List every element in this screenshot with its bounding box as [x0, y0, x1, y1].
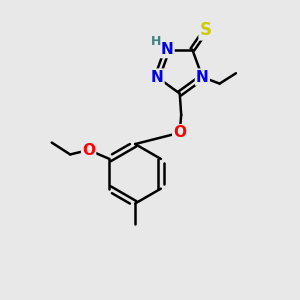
Text: O: O	[82, 142, 95, 158]
Text: N: N	[151, 70, 164, 85]
Text: N: N	[196, 70, 209, 85]
Text: S: S	[200, 21, 212, 39]
Text: N: N	[161, 42, 173, 57]
Text: H: H	[151, 35, 161, 48]
Text: O: O	[173, 125, 186, 140]
